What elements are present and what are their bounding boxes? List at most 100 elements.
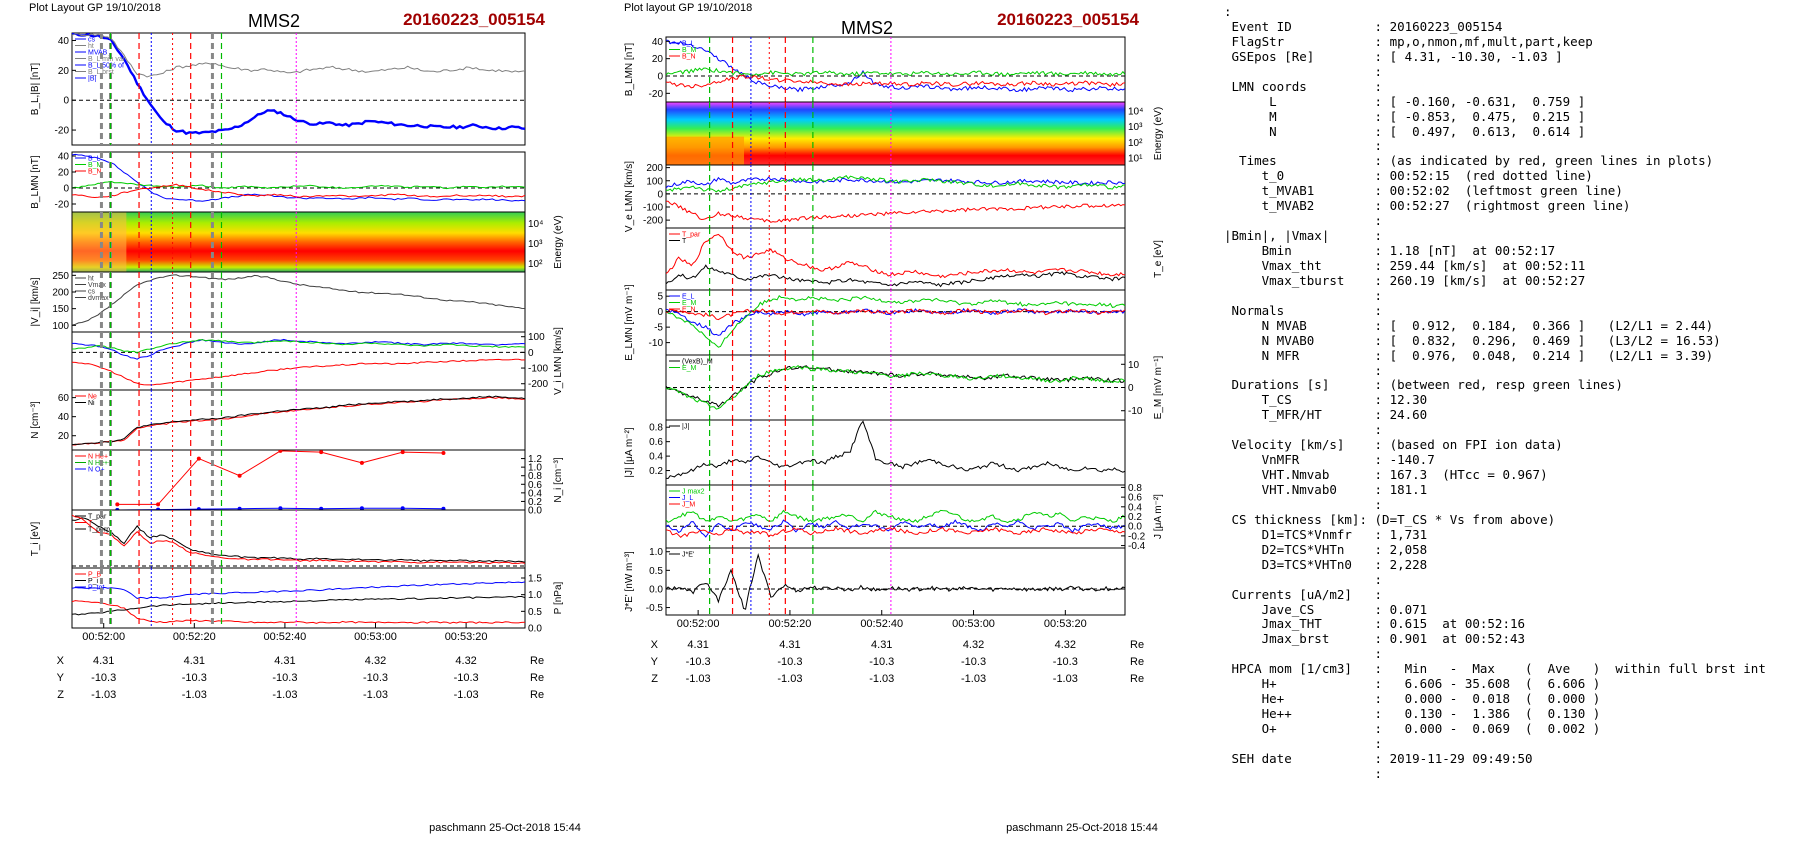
series-v-m: [666, 175, 1125, 193]
info-line: N MFR : [ 0.976, 0.048, 0.214 ] (L2/L1 =…: [1224, 347, 1714, 363]
y-tick-label: 0.4: [649, 452, 663, 463]
series-p-b: [72, 600, 525, 624]
panel-frame: [665, 164, 1126, 229]
info-line: Vmax_tht : 259.44 [km/s] at 00:52:11: [1224, 257, 1586, 273]
panel-frame: [665, 484, 1126, 549]
mid-E-panel: 5 0 -5 -10 E_LE_ME_N E_LMN [mV m⁻¹]: [624, 284, 1126, 361]
y-tick-label: 200: [52, 288, 69, 299]
legend-label: T_par: [88, 514, 107, 521]
series-e-l: [666, 307, 1125, 336]
info-line: :: [1224, 646, 1383, 662]
series-e-n: [666, 307, 1125, 321]
y-tick-label: 0.2: [649, 466, 663, 477]
y-tick-label: 10²: [528, 259, 543, 270]
legend-label: ht: [88, 43, 94, 50]
spectrogram-image: [72, 212, 525, 272]
legend-label: B_L brst: [88, 69, 114, 76]
series-j-n: [666, 526, 1125, 538]
position-label: X: [57, 655, 65, 667]
position-value: -10.3: [777, 656, 802, 668]
series--vexb-m: [666, 365, 1125, 408]
position-unit: Re: [1130, 656, 1144, 668]
y-tick-label: 10⁴: [1128, 106, 1143, 117]
left-ViLMN-panel: 100 0 -100 -200 V_i LMN [km/s]: [71, 327, 564, 395]
info-line: FlagStr : mp,o,nmon,mf,mult,part,keep: [1224, 33, 1593, 49]
info-line: Normals :: [1224, 302, 1383, 318]
info-line: Bmin : 1.18 [nT] at 00:52:17: [1224, 243, 1556, 258]
info-line: Jmax_brst : 0.901 at 00:52:43: [1224, 631, 1526, 647]
panel-frame: [665, 354, 1126, 421]
position-value: -10.3: [272, 672, 297, 684]
legend-label: (VexB)_M: [682, 359, 713, 366]
info-line: t_0 : 00:52:15 (red dotted line): [1224, 168, 1593, 184]
position-value: 4.31: [184, 655, 205, 667]
legend-label: P_tot: [88, 585, 104, 592]
legend-label: E_M: [682, 365, 697, 372]
info-line: :: [1224, 422, 1383, 438]
y-tick-label: 1.0: [528, 590, 542, 601]
info-line: Durations [s] : (between red, resp green…: [1224, 377, 1623, 393]
series-t-par: [72, 514, 525, 565]
info-line: Jave_CS : 0.071: [1224, 601, 1428, 617]
mid-J-panel: 0.8 0.6 0.4 0.2 |J| |J| [μA m⁻²]: [624, 419, 1126, 486]
y-tick-label: -200: [528, 379, 548, 390]
data-point: [196, 456, 201, 461]
x-tick-label: 00:53:20: [445, 631, 488, 643]
info-line: :: [1224, 735, 1383, 751]
legend: (VexB)_ME_M: [669, 359, 713, 372]
info-line: N MVAB : [ 0.912, 0.184, 0.366 ] (L2/L1 …: [1224, 317, 1714, 333]
legend-label: N O+: [88, 467, 105, 474]
panel-frame: [71, 449, 526, 511]
data-point: [441, 451, 446, 455]
series-b-m: [666, 67, 1125, 77]
legend: E_LE_ME_N: [669, 294, 697, 314]
y-tick-label: 0.0: [528, 506, 542, 517]
legend-label: J_L: [682, 495, 693, 502]
position-value: -10.3: [454, 672, 479, 684]
panel-frame: [71, 509, 526, 569]
y-tick-label: 0: [657, 72, 663, 83]
data-point: [278, 450, 283, 453]
legend-label: B_N: [682, 54, 696, 61]
y-axis-label: |V_i| [km/s]: [30, 277, 41, 326]
legend-label: T_par: [682, 232, 701, 239]
position-value: -10.3: [182, 672, 207, 684]
position-value: -10.3: [1053, 656, 1078, 668]
x-tick-label: 00:52:20: [173, 631, 216, 643]
position-label: Y: [651, 656, 659, 668]
y-tick-label: 10³: [1128, 122, 1143, 133]
y-axis-label: V_e LMN [km/s]: [624, 161, 635, 232]
position-value: 4.31: [779, 639, 800, 651]
legend-label: B_L 50% of: [88, 63, 124, 70]
legend: B_LB_MB_N: [669, 41, 697, 61]
position-value: -1.03: [961, 673, 986, 685]
x-tick-label: 00:52:40: [860, 618, 903, 630]
legend-label: B_L: [682, 41, 695, 48]
legend-label: |J|: [682, 424, 689, 431]
position-value: -1.03: [363, 689, 388, 701]
legend-label: ht: [88, 276, 94, 283]
series--j-: [666, 420, 1125, 480]
info-line: Event ID : 20160223_005154: [1224, 18, 1503, 34]
info-line: Jmax_THT : 0.615 at 00:52:16: [1224, 616, 1526, 632]
info-line: :: [1224, 213, 1383, 229]
y-tick-label: 5: [657, 292, 663, 303]
data-point: [156, 507, 161, 510]
position-value: 4.31: [93, 655, 114, 667]
panel-frame: [71, 151, 526, 213]
info-line: VnMFR : -140.7: [1224, 452, 1435, 468]
info-line: :: [1224, 496, 1383, 512]
position-value: 4.31: [871, 639, 892, 651]
position-value: -1.03: [686, 673, 711, 685]
y-tick-label: -20: [649, 89, 664, 100]
data-point: [156, 502, 161, 507]
legend-label: E_L: [682, 294, 695, 301]
y-axis-label: J*E' [nW m⁻³]: [624, 551, 635, 612]
info-line: He++ : 0.130 - 1.386 ( 0.130 ): [1224, 706, 1601, 722]
